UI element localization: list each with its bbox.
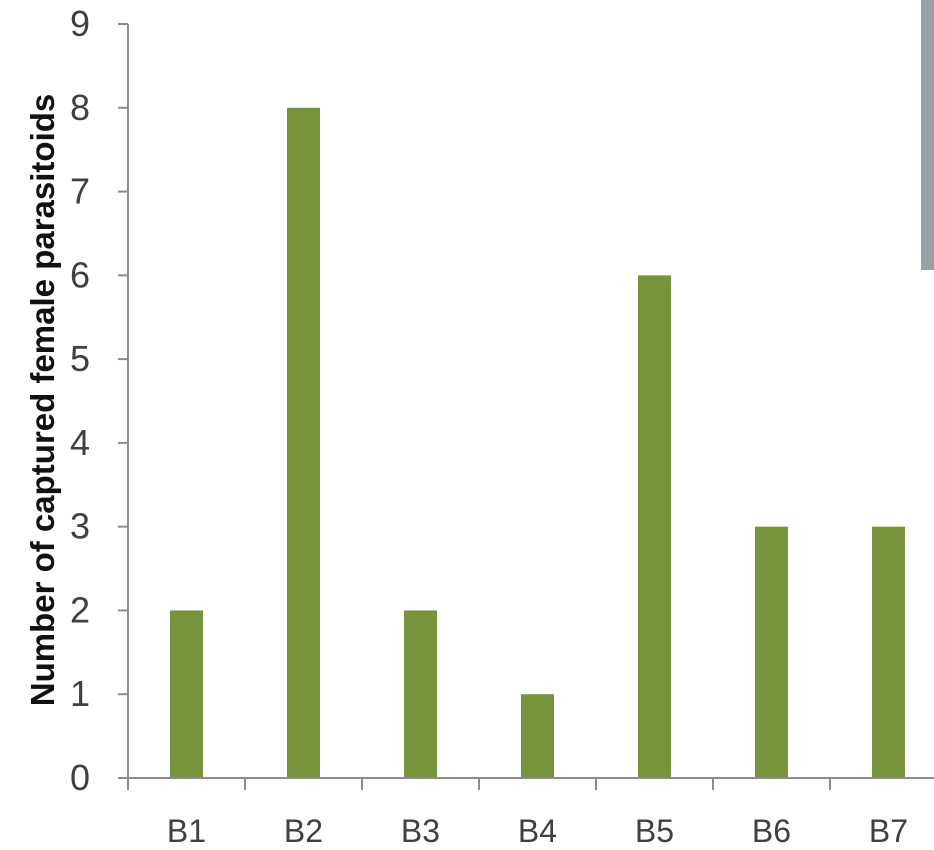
bar-b5 — [638, 275, 671, 778]
bar-b1 — [170, 610, 203, 778]
y-tick-labels: 0 1 2 3 4 5 6 7 8 9 — [70, 3, 90, 798]
y-axis-title: Number of captured female parasitoids — [24, 94, 61, 706]
x-tick-label: B4 — [518, 813, 557, 849]
y-tick-label: 9 — [70, 3, 90, 44]
x-tick-label: B5 — [635, 813, 674, 849]
x-tick-label: B7 — [869, 813, 908, 849]
x-tick-label: B6 — [752, 813, 791, 849]
y-tick-label: 7 — [70, 171, 90, 212]
x-tick-label: B3 — [401, 813, 440, 849]
y-tick-label: 4 — [70, 422, 90, 463]
y-tick-label: 0 — [70, 757, 90, 798]
y-tick-label: 6 — [70, 254, 90, 295]
bar-b4 — [521, 694, 554, 778]
x-tick-label: B1 — [167, 813, 206, 849]
bar-b7 — [872, 526, 905, 778]
axes-group — [127, 24, 934, 790]
y-axis-title-group: Number of captured female parasitoids — [24, 94, 61, 706]
bars-group — [170, 107, 905, 779]
y-tick-label: 8 — [70, 87, 90, 128]
y-axis-ticks — [118, 23, 128, 779]
x-tick-labels: B1 B2 B3 B4 B5 B6 B7 — [167, 813, 908, 849]
bar-b2 — [287, 107, 320, 779]
y-tick-label: 1 — [70, 673, 90, 714]
partial-photo-image — [921, 0, 934, 270]
y-tick-label: 3 — [70, 506, 90, 547]
x-tick-label: B2 — [284, 813, 323, 849]
y-tick-label: 5 — [70, 338, 90, 379]
bar-b3 — [404, 610, 437, 778]
bar-b6 — [755, 526, 788, 778]
y-tick-label: 2 — [70, 589, 90, 630]
